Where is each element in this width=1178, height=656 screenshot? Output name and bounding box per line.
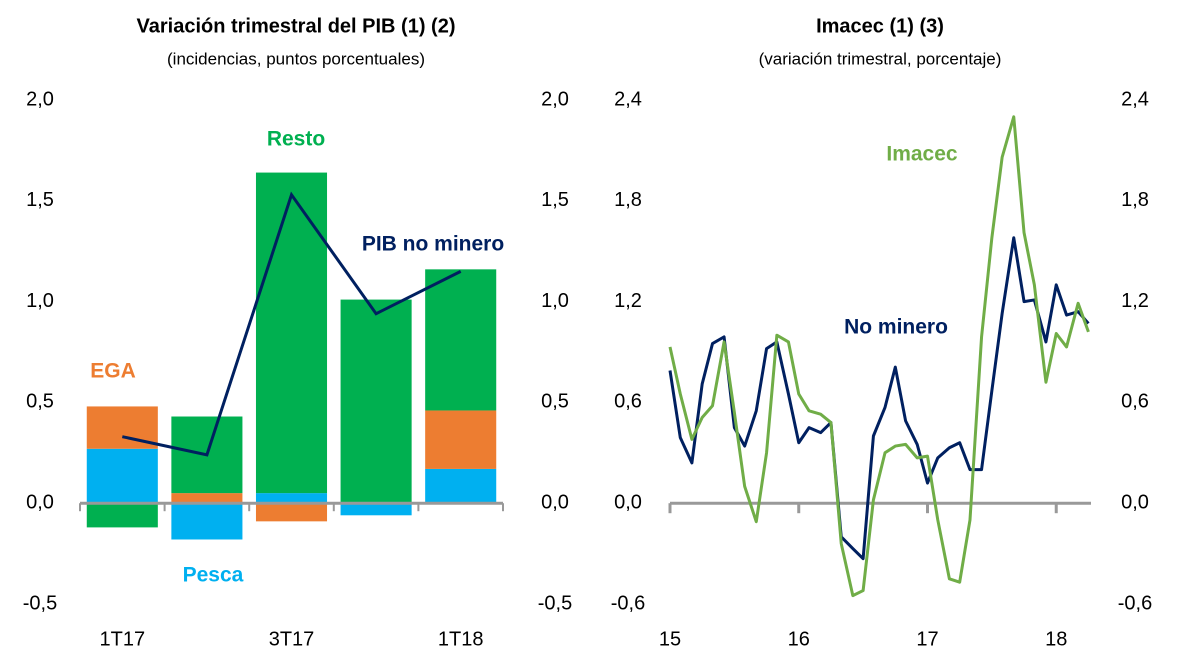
bar-segment: [255, 172, 328, 494]
chart-title: Variación trimestral del PIB (1) (2): [137, 15, 456, 37]
y2-tick-label: 1,8: [1121, 189, 1149, 211]
y2-tick-label: 2,4: [1121, 88, 1149, 110]
line-series: [668, 236, 1090, 561]
bar-segment: [425, 468, 497, 504]
x-tick-label: 17: [916, 628, 938, 650]
bar-segment: [171, 493, 243, 504]
y-tick-label: 0,0: [26, 491, 54, 513]
line-series: [121, 191, 462, 457]
y-tick-label: 0,0: [614, 491, 642, 513]
series-label: EGA: [90, 360, 136, 383]
y-tick-label: 2,4: [614, 88, 642, 110]
x-tick-label: 18: [1045, 628, 1067, 650]
x-tick-label: 15: [659, 628, 681, 650]
y-tick-label: 1,5: [26, 189, 54, 211]
y-tick-label: 1,8: [614, 189, 642, 211]
x-tick-label: 1T18: [438, 628, 484, 650]
bar-segment: [340, 299, 412, 504]
bar-segment: [255, 503, 328, 522]
chart-subtitle: (incidencias, puntos porcentuales): [167, 49, 425, 68]
bar-segment: [86, 503, 158, 528]
bar-segment: [171, 503, 243, 540]
y2-tick-label: -0,5: [538, 592, 572, 614]
series-label: Imacec: [886, 143, 958, 166]
bar-segment: [425, 269, 497, 411]
y2-tick-label: 1,5: [541, 189, 569, 211]
line-series: [668, 115, 1090, 598]
bar-segment: [340, 503, 412, 516]
y-tick-label: -0,6: [611, 592, 645, 614]
y2-tick-label: 1,2: [1121, 290, 1149, 312]
y-tick-label: 2,0: [26, 88, 54, 110]
x-tick-label: 3T17: [269, 628, 315, 650]
bar-segment: [425, 410, 497, 469]
y2-tick-label: 0,0: [1121, 491, 1149, 513]
y2-tick-label: 0,5: [541, 391, 569, 413]
y2-tick-label: -0,6: [1118, 592, 1152, 614]
y2-tick-label: 1,0: [541, 290, 569, 312]
bar-segment: [86, 448, 158, 504]
y-tick-label: -0,5: [23, 592, 57, 614]
x-tick-label: 1T17: [100, 628, 146, 650]
y-tick-label: 1,2: [614, 290, 642, 312]
bar-segment: [255, 493, 328, 504]
y-tick-label: 0,6: [614, 391, 642, 413]
y2-tick-label: 2,0: [541, 88, 569, 110]
chart-title: Imacec (1) (3): [816, 15, 944, 37]
chart-subtitle: (variación trimestral, porcentaje): [759, 49, 1002, 68]
series-label: No minero: [844, 316, 948, 339]
series-label: Pesca: [183, 564, 244, 587]
y2-tick-label: 0,0: [541, 491, 569, 513]
y-tick-label: 0,5: [26, 391, 54, 413]
x-tick-label: 16: [788, 628, 810, 650]
series-label: Resto: [267, 128, 325, 151]
series-label: PIB no minero: [362, 233, 504, 256]
y2-tick-label: 0,6: [1121, 391, 1149, 413]
y-tick-label: 1,0: [26, 290, 54, 312]
